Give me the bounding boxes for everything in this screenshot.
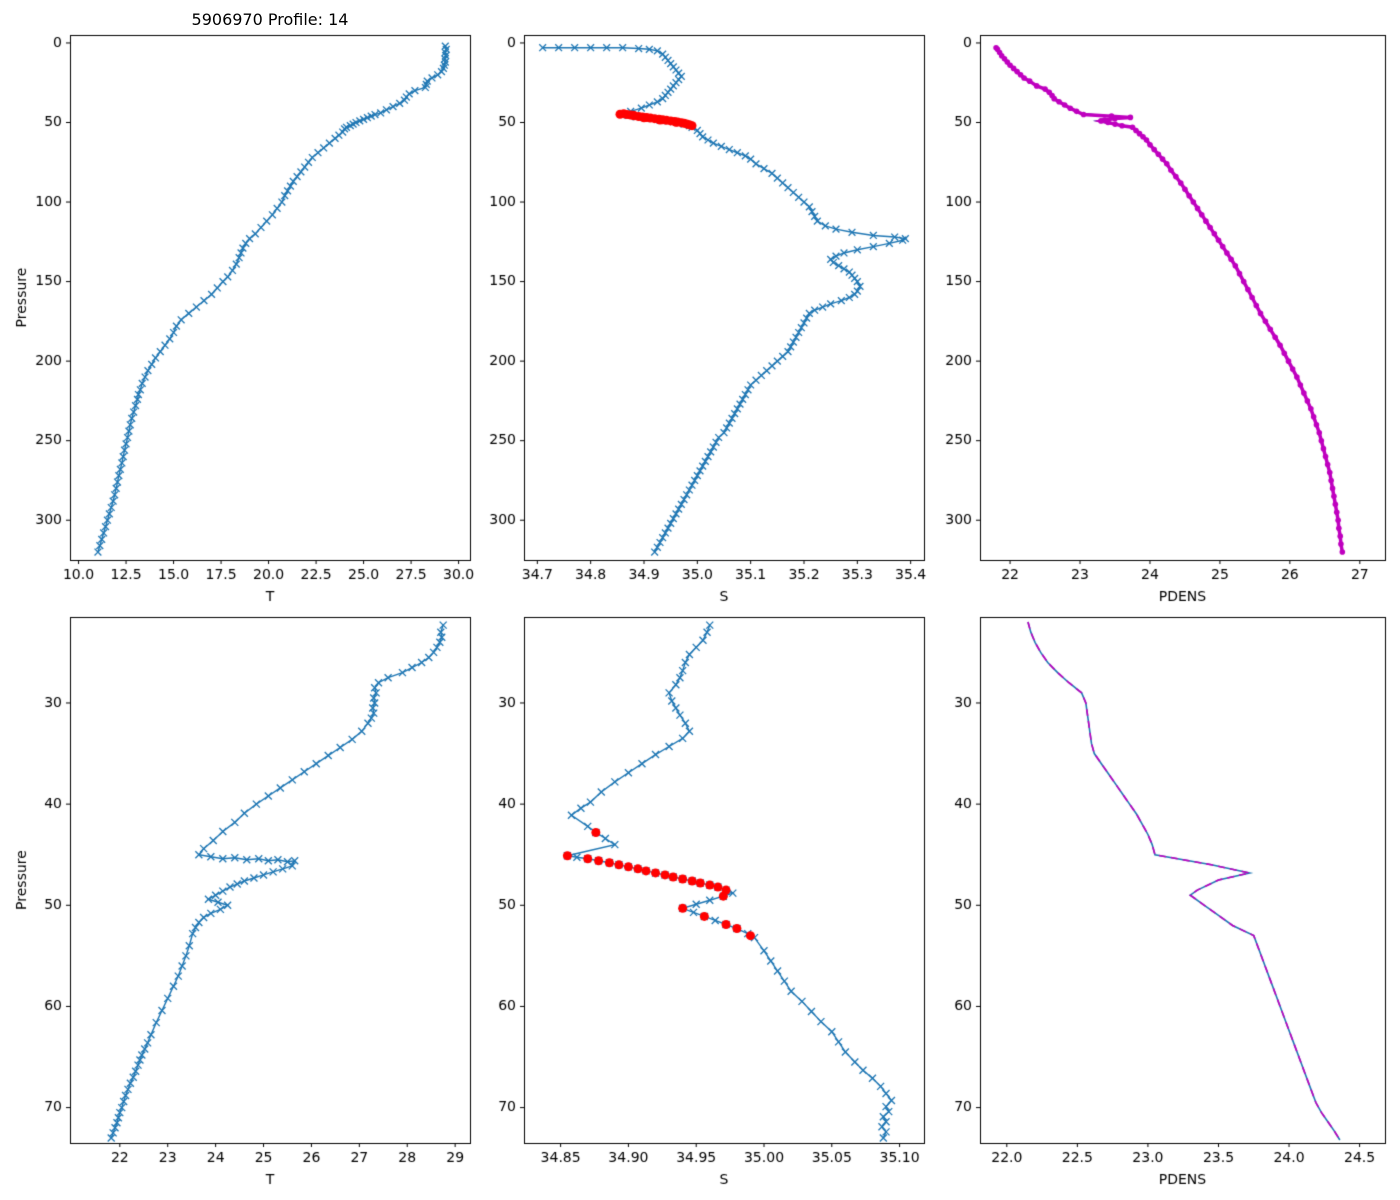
figure-title: 5906970 Profile: 14	[191, 10, 349, 29]
